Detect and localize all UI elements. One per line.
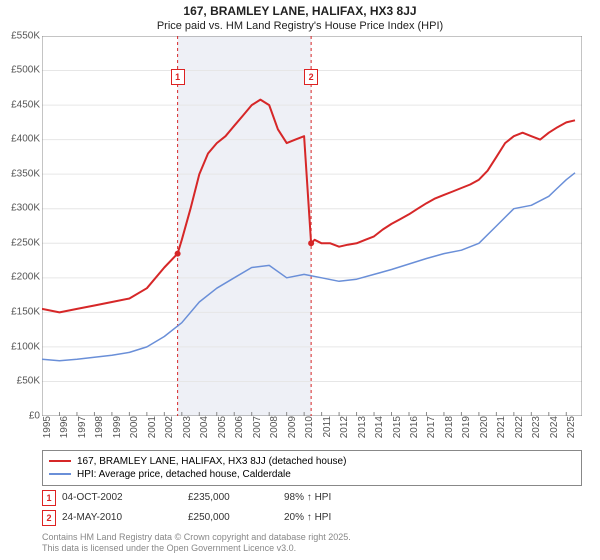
y-tick-label: £250K: [0, 237, 42, 248]
x-tick-label: 2015: [388, 416, 403, 438]
chart-container: 167, BRAMLEY LANE, HALIFAX, HX3 8JJ Pric…: [0, 0, 600, 560]
x-tick-label: 2008: [265, 416, 280, 438]
x-tick-label: 2002: [160, 416, 175, 438]
x-tick-label: 2013: [353, 416, 368, 438]
y-tick-label: £50K: [0, 376, 42, 387]
x-tick-label: 2014: [370, 416, 385, 438]
x-tick-label: 2000: [125, 416, 140, 438]
sale-marker-icon: 1: [42, 490, 56, 506]
chart-plot-area: £0£50K£100K£150K£200K£250K£300K£350K£400…: [42, 36, 582, 416]
sales-table: 1 04-OCT-2002 £235,000 98% ↑ HPI 2 24-MAY-201…: [0, 490, 600, 526]
x-tick-label: 2019: [457, 416, 472, 438]
y-tick-label: £150K: [0, 306, 42, 317]
legend: 167, BRAMLEY LANE, HALIFAX, HX3 8JJ (det…: [42, 450, 582, 486]
x-tick-label: 2021: [492, 416, 507, 438]
legend-item: HPI: Average price, detached house, Cald…: [49, 468, 575, 481]
x-tick-label: 2003: [178, 416, 193, 438]
chart-svg: [42, 36, 582, 416]
x-tick-label: 2009: [283, 416, 298, 438]
x-tick-label: 2018: [440, 416, 455, 438]
sale-date: 04-OCT-2002: [62, 492, 182, 503]
legend-swatch: [49, 460, 71, 462]
attribution: Contains HM Land Registry data © Crown c…: [42, 532, 582, 555]
legend-label: 167, BRAMLEY LANE, HALIFAX, HX3 8JJ (det…: [77, 456, 346, 467]
y-tick-label: £200K: [0, 272, 42, 283]
x-tick-label: 2005: [213, 416, 228, 438]
sale-marker-box: 1: [171, 69, 185, 85]
legend-label: HPI: Average price, detached house, Cald…: [77, 469, 291, 480]
sale-hpi: 20% ↑ HPI: [284, 512, 364, 523]
y-tick-label: £100K: [0, 341, 42, 352]
y-tick-label: £450K: [0, 99, 42, 110]
y-tick-label: £400K: [0, 134, 42, 145]
x-tick-label: 2023: [527, 416, 542, 438]
y-tick-label: £0: [0, 410, 42, 421]
x-tick-label: 1996: [55, 416, 70, 438]
attribution-line1: Contains HM Land Registry data © Crown c…: [42, 532, 582, 544]
sale-row: 2 24-MAY-2010 £250,000 20% ↑ HPI: [42, 510, 582, 526]
x-tick-label: 1995: [38, 416, 53, 438]
x-tick-label: 2016: [405, 416, 420, 438]
x-tick-label: 1998: [90, 416, 105, 438]
x-tick-label: 2020: [475, 416, 490, 438]
sale-hpi: 98% ↑ HPI: [284, 492, 364, 503]
legend-swatch: [49, 473, 71, 475]
x-tick-label: 2022: [510, 416, 525, 438]
y-tick-label: £350K: [0, 168, 42, 179]
x-tick-label: 2011: [318, 416, 333, 438]
sale-marker-box: 2: [304, 69, 318, 85]
x-tick-label: 2025: [562, 416, 577, 438]
y-tick-label: £550K: [0, 30, 42, 41]
sale-marker-icon: 2: [42, 510, 56, 526]
x-tick-label: 2017: [422, 416, 437, 438]
sale-price: £235,000: [188, 492, 278, 503]
sale-price: £250,000: [188, 512, 278, 523]
sale-date: 24-MAY-2010: [62, 512, 182, 523]
x-tick-label: 2010: [300, 416, 315, 438]
sale-row: 1 04-OCT-2002 £235,000 98% ↑ HPI: [42, 490, 582, 506]
x-tick-label: 2012: [335, 416, 350, 438]
y-tick-label: £500K: [0, 65, 42, 76]
x-tick-label: 2004: [195, 416, 210, 438]
x-tick-label: 2001: [143, 416, 158, 438]
x-tick-label: 1997: [73, 416, 88, 438]
y-tick-label: £300K: [0, 203, 42, 214]
chart-title: 167, BRAMLEY LANE, HALIFAX, HX3 8JJ: [0, 0, 600, 20]
legend-item: 167, BRAMLEY LANE, HALIFAX, HX3 8JJ (det…: [49, 455, 575, 468]
x-tick-label: 1999: [108, 416, 123, 438]
chart-subtitle: Price paid vs. HM Land Registry's House …: [0, 20, 600, 36]
attribution-line2: This data is licensed under the Open Gov…: [42, 543, 582, 555]
x-tick-label: 2024: [545, 416, 560, 438]
x-tick-label: 2006: [230, 416, 245, 438]
x-tick-label: 2007: [248, 416, 263, 438]
